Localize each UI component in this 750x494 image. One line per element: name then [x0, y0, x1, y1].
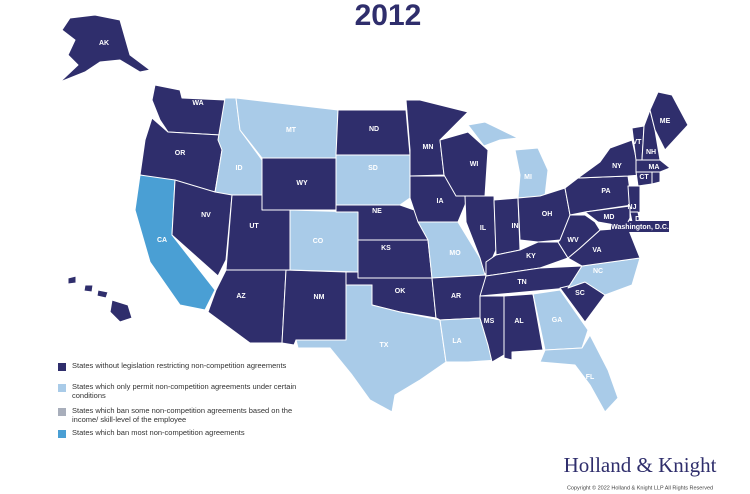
state-label: TX — [380, 342, 389, 349]
state-label: UT — [249, 223, 259, 230]
states — [59, 14, 689, 413]
legend-text: States which only permit non-competition… — [72, 382, 297, 400]
state-label: NH — [646, 149, 656, 156]
state-label: AL — [514, 318, 524, 325]
state-label: OK — [395, 288, 406, 295]
state-label: SC — [575, 290, 585, 297]
state-label: CT — [639, 174, 649, 181]
state — [96, 289, 109, 299]
state-label: MS — [484, 318, 495, 325]
state — [171, 179, 233, 277]
state-label: KY — [526, 253, 536, 260]
state-labels: AK HI WA OR CA ID MT WY NV UT AZ NM CO ND SD NE KS OK TX MN… — [99, 40, 671, 381]
state — [335, 154, 411, 206]
state-label: NY — [612, 163, 622, 170]
state-label: MT — [286, 127, 297, 134]
state-label: DE — [635, 216, 645, 223]
state — [109, 299, 133, 323]
state-label: WA — [192, 100, 203, 107]
state-label: VT — [633, 139, 643, 146]
state-label: IL — [480, 225, 487, 232]
state-label: LA — [452, 338, 461, 345]
state-label: MO — [449, 250, 461, 257]
state — [539, 334, 619, 413]
legend-label: States which ban most non-competition ag… — [72, 428, 245, 437]
state-label: CA — [157, 237, 167, 244]
title: 2012 — [355, 0, 422, 32]
state-label: WI — [470, 161, 479, 168]
state-label: IN — [512, 223, 519, 230]
dc-box — [611, 221, 669, 232]
state-label: PA — [601, 188, 610, 195]
state — [577, 139, 641, 179]
state-label: AK — [99, 40, 109, 47]
legend-swatch — [58, 384, 66, 392]
state-label: VA — [592, 247, 601, 254]
state — [357, 239, 433, 279]
legend-swatch — [58, 430, 66, 438]
state-label: RI — [664, 178, 671, 185]
state-label: NC — [593, 268, 603, 275]
state-label: CO — [313, 238, 324, 245]
state-label: NV — [201, 212, 211, 219]
state-label: MA — [649, 164, 660, 171]
state — [635, 159, 671, 173]
state-label: TN — [517, 279, 526, 286]
state — [59, 14, 151, 83]
state — [289, 209, 359, 273]
legend-text: States which ban some non-competition ag… — [72, 406, 293, 424]
legend-label: States without legislation restricting n… — [72, 361, 287, 370]
state — [467, 121, 519, 147]
legend-swatch — [58, 363, 66, 371]
state — [67, 275, 77, 285]
legend-swatch — [58, 408, 66, 416]
state-label: NM — [314, 294, 325, 301]
state — [83, 284, 94, 293]
state-label: ND — [369, 126, 379, 133]
state-label: FL — [586, 374, 595, 381]
state-label: WV — [567, 237, 579, 244]
dc-pointer — [627, 217, 631, 223]
legend-text: States without legislation restricting n… — [72, 361, 287, 370]
state — [295, 284, 447, 413]
state — [557, 214, 601, 259]
state-label: MD — [604, 214, 615, 221]
state-label: MN — [423, 144, 434, 151]
state — [207, 269, 287, 344]
state — [281, 269, 347, 346]
legend-label: States which only permit non-competition… — [72, 382, 297, 400]
state-label: OH — [542, 211, 553, 218]
state-label: HI — [100, 307, 107, 314]
state-label: AZ — [236, 293, 246, 300]
state — [641, 109, 661, 161]
legend-text: States which ban most non-competition ag… — [72, 428, 245, 437]
state-label: NE — [372, 208, 382, 215]
brand: Holland & Knight — [564, 453, 717, 477]
legend: States without legislation restricting n… — [58, 361, 297, 438]
state-label: OR — [175, 150, 186, 157]
state — [532, 289, 589, 351]
state-label: AR — [451, 293, 461, 300]
legend-label: States which ban some non-competition ag… — [72, 406, 293, 424]
state — [651, 171, 661, 185]
copyright: Copyright © 2022 Holland & Knight LLP Al… — [567, 484, 713, 491]
state — [649, 91, 689, 151]
state-label: MI — [524, 174, 532, 181]
state-label: ME — [660, 118, 671, 125]
state-label: NJ — [628, 204, 637, 211]
state-label: ID — [236, 165, 243, 172]
state-label: IA — [437, 198, 444, 205]
state-label: KS — [381, 245, 391, 252]
state-label: SD — [368, 165, 378, 172]
state-label: WY — [296, 180, 308, 187]
state — [464, 195, 497, 276]
state-label: GA — [552, 317, 563, 324]
dc-label: Washington, D.C. — [611, 224, 669, 231]
